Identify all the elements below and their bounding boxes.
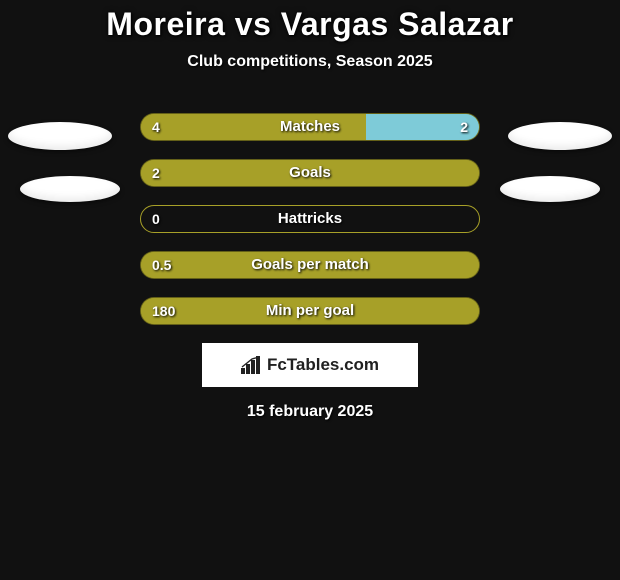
stat-row: Goals2 <box>0 159 620 187</box>
date-text: 15 february 2025 <box>0 403 620 421</box>
logo-box[interactable]: FcTables.com <box>202 343 418 387</box>
bar-left <box>141 298 479 324</box>
bars-icon <box>241 356 263 374</box>
subtitle: Club competitions, Season 2025 <box>0 53 620 71</box>
page-title: Moreira vs Vargas Salazar <box>0 6 620 43</box>
bar-track <box>140 159 480 187</box>
stat-row: Goals per match0.5 <box>0 251 620 279</box>
stat-row: Hattricks0 <box>0 205 620 233</box>
bar-left <box>141 160 479 186</box>
stat-row: Min per goal180 <box>0 297 620 325</box>
bar-track <box>140 205 480 233</box>
stat-row: Matches42 <box>0 113 620 141</box>
bar-left <box>141 252 479 278</box>
bar-track <box>140 251 480 279</box>
logo-text: FcTables.com <box>267 355 379 375</box>
bar-track <box>140 113 480 141</box>
comparison-widget: Moreira vs Vargas Salazar Club competiti… <box>0 0 620 580</box>
bar-track <box>140 297 480 325</box>
bar-right <box>366 114 479 140</box>
bar-left <box>141 114 366 140</box>
